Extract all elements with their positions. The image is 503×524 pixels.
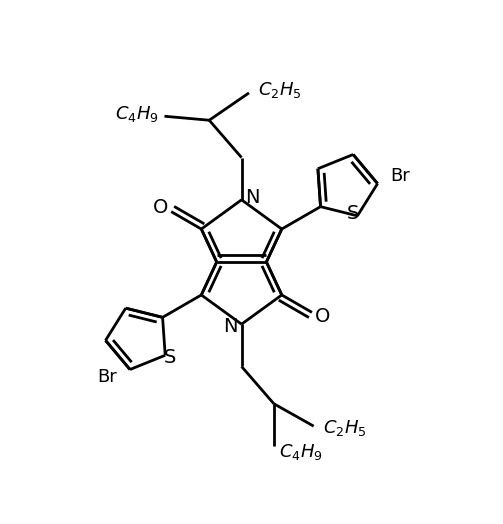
Text: $C_2H_5$: $C_2H_5$ xyxy=(258,80,302,101)
Text: O: O xyxy=(315,307,330,326)
Text: O: O xyxy=(152,198,168,217)
Text: $C_2H_5$: $C_2H_5$ xyxy=(323,418,366,438)
Text: S: S xyxy=(346,204,359,223)
Text: Br: Br xyxy=(98,368,118,386)
Text: Br: Br xyxy=(390,167,410,185)
Text: $C_4H_9$: $C_4H_9$ xyxy=(279,442,323,462)
Text: $C_4H_9$: $C_4H_9$ xyxy=(115,104,159,124)
Text: N: N xyxy=(245,188,260,207)
Text: N: N xyxy=(223,317,238,336)
Text: S: S xyxy=(164,348,177,367)
